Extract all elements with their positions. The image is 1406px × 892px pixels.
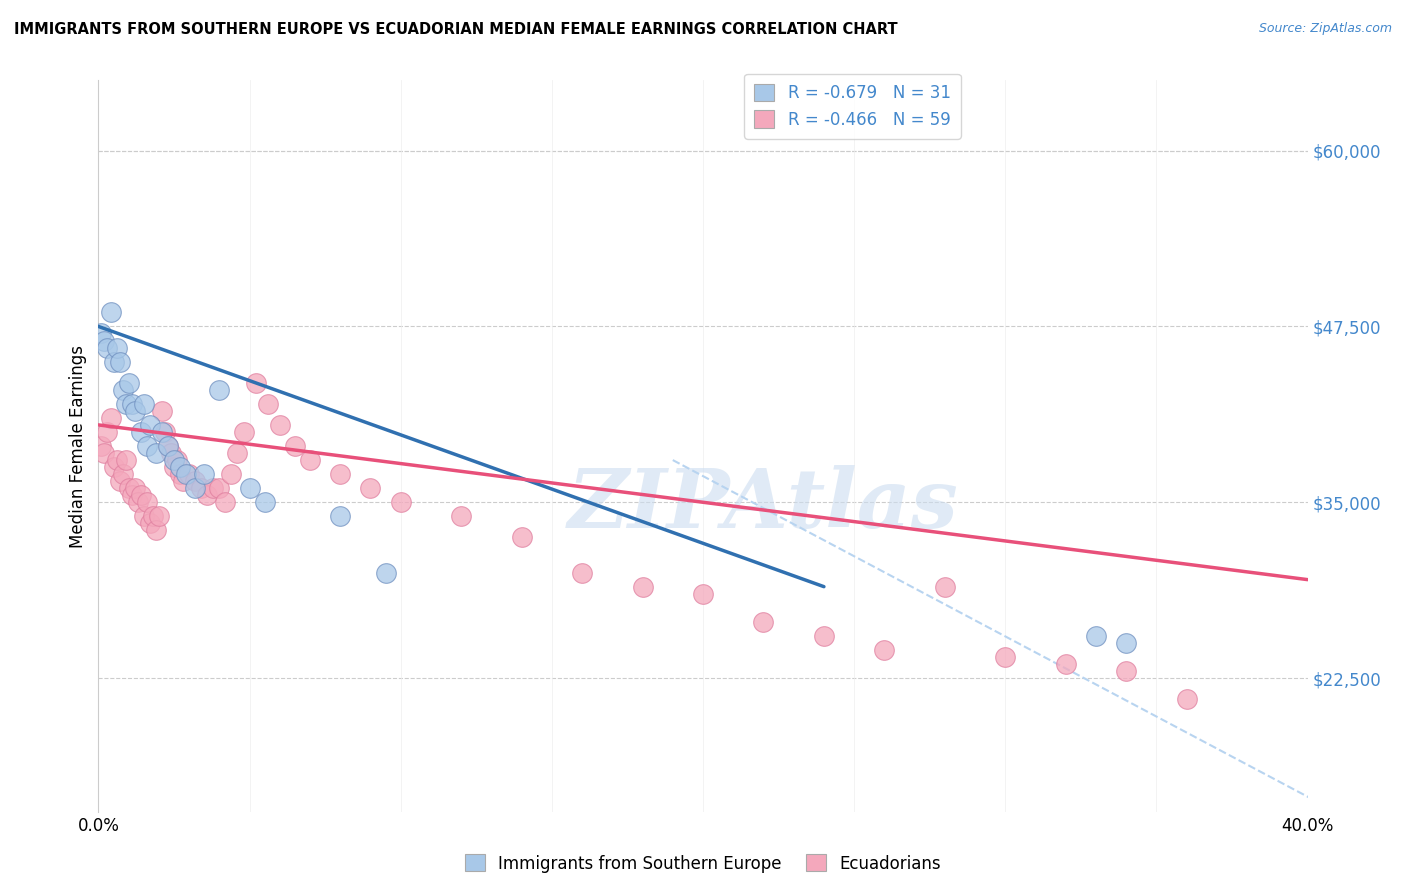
Point <box>135 439 157 453</box>
Point <box>208 481 231 495</box>
Point <box>169 467 191 482</box>
Point <box>135 495 157 509</box>
Point <box>163 460 186 475</box>
Point <box>1115 636 1137 650</box>
Point <box>360 481 382 495</box>
Point <box>108 474 131 488</box>
Point <box>692 587 714 601</box>
Point <box>124 404 146 418</box>
Point <box>256 397 278 411</box>
Y-axis label: Median Female Earnings: Median Female Earnings <box>69 344 87 548</box>
Point <box>163 453 186 467</box>
Point <box>329 509 352 524</box>
Point <box>121 488 143 502</box>
Point <box>169 460 191 475</box>
Point <box>190 481 212 495</box>
Point <box>329 467 352 482</box>
Text: ZIPAtlas: ZIPAtlas <box>568 465 959 544</box>
Point <box>284 439 307 453</box>
Point <box>145 524 167 538</box>
Point <box>105 341 128 355</box>
Point <box>208 383 231 397</box>
Point <box>214 495 236 509</box>
Point <box>184 474 207 488</box>
Point <box>124 481 146 495</box>
Point <box>1054 657 1077 671</box>
Point <box>510 530 533 544</box>
Point <box>994 650 1017 665</box>
Point <box>150 425 173 439</box>
Point <box>193 467 215 482</box>
Point <box>202 481 225 495</box>
Point <box>121 397 143 411</box>
Point <box>232 425 254 439</box>
Point <box>118 481 141 495</box>
Point <box>245 376 267 390</box>
Point <box>132 509 155 524</box>
Point <box>269 417 291 432</box>
Point <box>100 305 122 319</box>
Point <box>93 446 115 460</box>
Point <box>174 467 197 482</box>
Point <box>129 488 152 502</box>
Point <box>184 481 207 495</box>
Point <box>90 439 112 453</box>
Point <box>631 580 654 594</box>
Point <box>571 566 593 580</box>
Point <box>127 495 149 509</box>
Point <box>150 404 173 418</box>
Point <box>111 383 134 397</box>
Point <box>100 410 122 425</box>
Point <box>156 439 179 453</box>
Point <box>873 643 896 657</box>
Point <box>118 376 141 390</box>
Point <box>1085 629 1108 643</box>
Point <box>148 509 170 524</box>
Point <box>813 629 835 643</box>
Point <box>103 460 125 475</box>
Point <box>1115 664 1137 678</box>
Point <box>179 467 201 482</box>
Point <box>389 495 412 509</box>
Point <box>195 488 218 502</box>
Point <box>114 397 136 411</box>
Point <box>139 417 162 432</box>
Point <box>96 341 118 355</box>
Point <box>105 453 128 467</box>
Point <box>153 425 176 439</box>
Point <box>172 474 194 488</box>
Text: IMMIGRANTS FROM SOUTHERN EUROPE VS ECUADORIAN MEDIAN FEMALE EARNINGS CORRELATION: IMMIGRANTS FROM SOUTHERN EUROPE VS ECUAD… <box>14 22 897 37</box>
Text: Source: ZipAtlas.com: Source: ZipAtlas.com <box>1258 22 1392 36</box>
Legend: R = -0.679   N = 31, R = -0.466   N = 59: R = -0.679 N = 31, R = -0.466 N = 59 <box>744 74 960 138</box>
Point <box>166 453 188 467</box>
Point <box>299 453 322 467</box>
Point <box>114 453 136 467</box>
Point <box>752 615 775 629</box>
Point <box>103 354 125 368</box>
Point <box>129 425 152 439</box>
Point <box>145 446 167 460</box>
Point <box>1175 692 1198 706</box>
Point <box>374 566 396 580</box>
Point <box>253 495 276 509</box>
Point <box>139 516 162 531</box>
Point <box>226 446 249 460</box>
Point <box>132 397 155 411</box>
Point <box>934 580 956 594</box>
Point <box>96 425 118 439</box>
Point <box>93 334 115 348</box>
Point <box>90 326 112 341</box>
Point <box>156 439 179 453</box>
Point <box>111 467 134 482</box>
Point <box>142 509 165 524</box>
Legend: Immigrants from Southern Europe, Ecuadorians: Immigrants from Southern Europe, Ecuador… <box>458 847 948 880</box>
Point <box>160 446 183 460</box>
Point <box>221 467 243 482</box>
Point <box>450 509 472 524</box>
Point <box>108 354 131 368</box>
Point <box>239 481 262 495</box>
